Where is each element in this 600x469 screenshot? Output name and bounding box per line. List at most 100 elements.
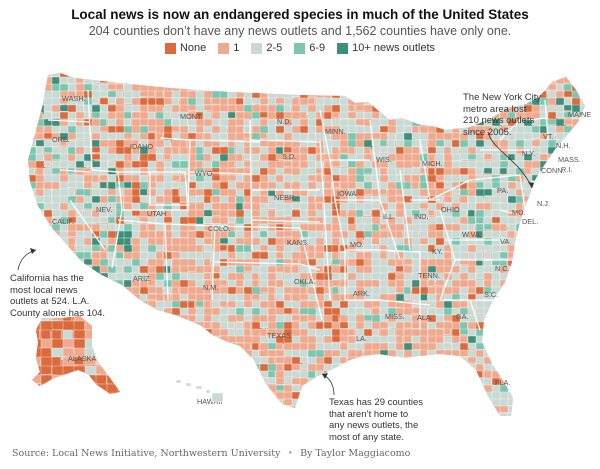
county-cell <box>467 398 475 406</box>
county-cell <box>115 412 123 416</box>
county-cell <box>459 384 471 392</box>
county-cell <box>155 90 164 98</box>
county-cell <box>523 293 536 301</box>
county-cell <box>571 349 582 360</box>
county-cell <box>171 356 183 367</box>
county-cell <box>20 343 28 353</box>
county-cell <box>75 181 84 190</box>
county-cell <box>307 377 320 388</box>
county-cell <box>331 300 340 308</box>
source-text: Source: Local News Initiative, Northwest… <box>12 448 281 459</box>
county-cell <box>67 251 76 261</box>
county-cell <box>588 364 598 371</box>
county-cell <box>435 356 448 364</box>
county-cell <box>523 237 536 245</box>
county-cell <box>596 252 600 261</box>
county-cell <box>579 251 585 261</box>
county-cell <box>43 251 55 261</box>
county-cell <box>523 258 533 268</box>
state-label-va: VA. <box>500 237 511 246</box>
county-cell <box>571 363 579 372</box>
county-cell <box>20 77 27 83</box>
county-cell <box>596 147 600 154</box>
county-cell <box>387 132 396 141</box>
county-cell <box>435 370 447 380</box>
county-cell <box>459 160 470 168</box>
county-cell <box>179 132 190 140</box>
county-cell <box>539 223 550 230</box>
county-cell <box>539 300 548 310</box>
county-cell <box>28 265 29 273</box>
county-cell <box>347 384 359 393</box>
county-cell <box>443 97 452 105</box>
county-cell <box>459 398 468 406</box>
county-cell <box>107 412 119 416</box>
county-cell <box>35 398 46 406</box>
county-cell <box>355 307 365 314</box>
county-cell <box>251 167 262 176</box>
county-cell <box>51 377 60 388</box>
county-cell <box>28 83 36 93</box>
county-cell <box>163 314 171 322</box>
county-cell <box>179 335 187 345</box>
county-cell <box>483 73 493 79</box>
county-cell <box>251 76 262 84</box>
county-cell <box>163 356 172 364</box>
county-cell <box>571 230 582 240</box>
county-cell <box>507 335 520 344</box>
county-cell <box>195 237 205 246</box>
county-cell <box>339 76 351 86</box>
county-cell <box>596 70 600 80</box>
county-cell <box>323 76 332 85</box>
county-cell <box>235 237 245 245</box>
county-cell <box>219 73 228 79</box>
county-cell <box>387 83 398 93</box>
county-cell <box>443 377 455 387</box>
county-cell <box>131 335 140 344</box>
county-cell <box>283 174 294 184</box>
county-cell <box>387 342 398 351</box>
county-cell <box>579 412 585 416</box>
county-cell <box>267 405 277 414</box>
county-cell <box>123 328 132 338</box>
county-cell <box>331 83 342 94</box>
county-cell <box>419 76 431 87</box>
county-cell <box>523 398 535 408</box>
county-cell <box>427 356 436 366</box>
county-cell <box>115 391 127 402</box>
county-cell <box>299 118 309 127</box>
county-cell <box>523 265 531 273</box>
county-cell <box>307 384 318 394</box>
county-cell <box>171 188 179 198</box>
county-cell <box>259 111 268 118</box>
county-cell <box>507 391 518 400</box>
county-cell <box>123 300 134 309</box>
county-cell <box>203 188 214 197</box>
county-cell <box>571 377 580 385</box>
county-cell <box>227 125 237 134</box>
county-cell <box>435 104 446 114</box>
county-cell <box>179 398 191 407</box>
county-cell <box>563 174 571 183</box>
county-cell <box>339 90 349 100</box>
county-cell <box>99 90 108 98</box>
state-label-nc: N.C. <box>495 264 510 273</box>
county-cell <box>131 300 141 309</box>
county-cell <box>243 377 254 387</box>
county-cell <box>427 83 437 90</box>
county-cell <box>596 238 600 244</box>
county-cell <box>387 97 398 108</box>
county-cell <box>43 83 53 92</box>
county-cell <box>163 188 173 198</box>
county-cell <box>363 265 373 275</box>
county-cell <box>51 412 60 416</box>
county-cell <box>483 153 493 160</box>
county-cell <box>35 237 48 246</box>
county-cell <box>596 175 600 181</box>
county-cell <box>539 230 551 241</box>
county-cell <box>259 286 268 293</box>
county-cell <box>596 406 600 415</box>
county-cell <box>283 209 293 217</box>
county-cell <box>95 356 106 366</box>
county-cell <box>515 307 527 318</box>
